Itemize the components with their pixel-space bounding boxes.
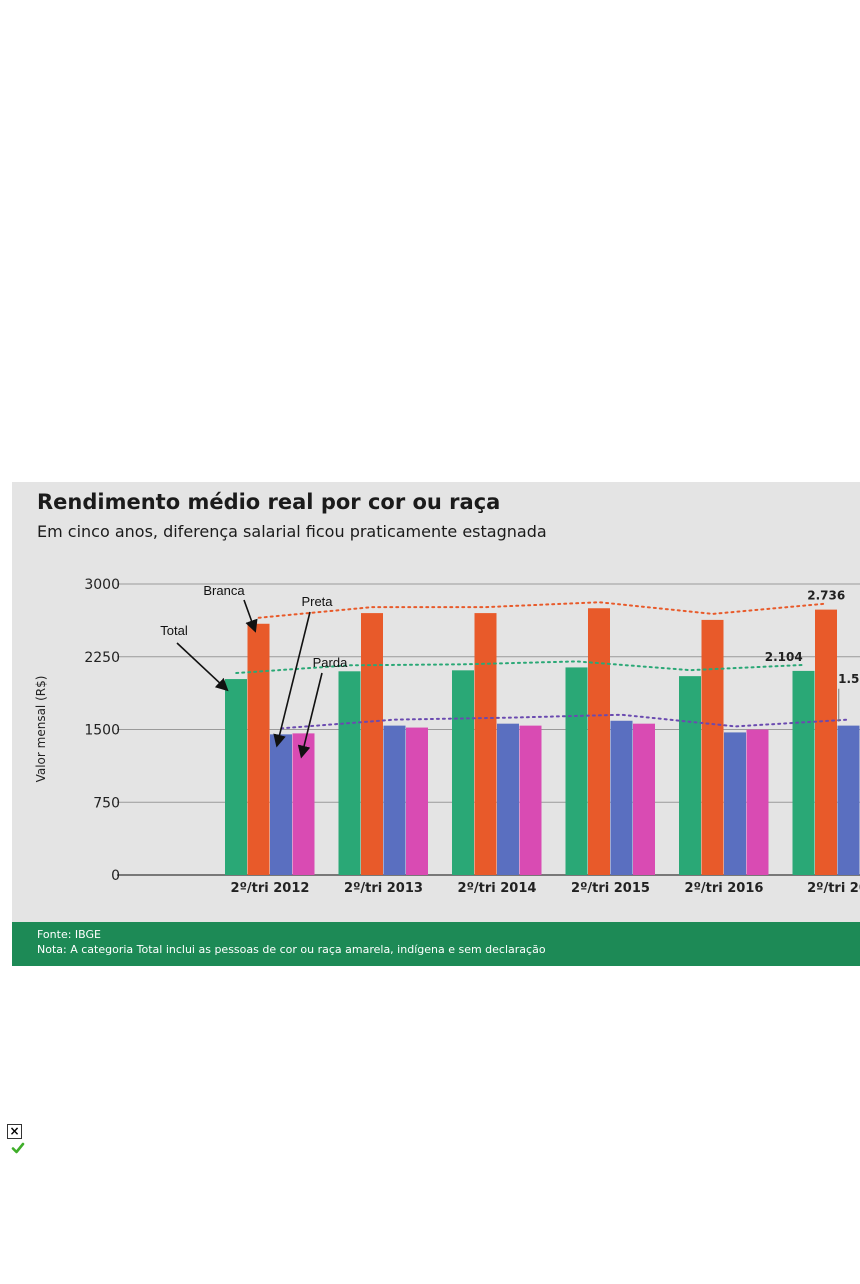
trend-lines (235, 601, 850, 730)
annotation-preta: Preta (301, 594, 333, 609)
bar-branca-0 (247, 623, 270, 875)
bar-parda-4 (746, 729, 769, 875)
labels: 2º/tri 2012 2º/tri 2013 2º/tri 2014 2º/tri … (231, 589, 860, 896)
bar-total-4 (679, 676, 701, 875)
chart-subtitle: Em cinco anos, diferença salarial ficou … (37, 522, 547, 541)
y-tick-label: 1500 (84, 723, 120, 739)
bar-parda-0 (292, 733, 315, 875)
y-axis-label: Valor mensal (R$) (34, 676, 48, 783)
bar-total-5 (792, 670, 815, 875)
annotation-parda: Parda (313, 655, 348, 670)
chart-panel: Rendimento médio real por cor ou raça Em… (12, 482, 860, 966)
trend-line-preta (280, 713, 850, 730)
bar-preta-5 (837, 725, 860, 875)
bar-branca-3 (588, 608, 610, 875)
annotation-arrow (297, 672, 323, 759)
bar-branca-2 (474, 613, 497, 875)
x-tick-label: 2º/tri 2012 (231, 881, 310, 896)
x-tick-label: 2º/tri 20 (807, 881, 860, 896)
data-label: 2.104 (765, 650, 803, 664)
bar-total-1 (338, 671, 361, 875)
bar-total-0 (225, 679, 247, 875)
data-label: 1.5 (838, 672, 859, 686)
bar-branca-5 (815, 609, 837, 875)
trend-line-branca (257, 601, 828, 619)
annotation-arrow (176, 642, 229, 692)
footer-note: Nota: A categoria Total inclui as pessoa… (37, 943, 546, 956)
annotations: Branca Preta Total Parda (160, 583, 348, 759)
annotation-branca: Branca (203, 583, 245, 598)
check-icon (11, 1142, 25, 1154)
x-tick-label: 2º/tri 2014 (458, 881, 537, 896)
bar-preta-0 (270, 734, 292, 875)
broken-image-icon: × (7, 1124, 22, 1139)
annotation-arrow (273, 611, 311, 748)
bar-branca-1 (361, 613, 383, 875)
y-tick-label: 2250 (84, 650, 120, 666)
x-tick-label: 2º/tri 2015 (571, 881, 650, 896)
bar-total-3 (565, 667, 588, 875)
bar-total-2 (452, 670, 474, 875)
y-tick-label: 3000 (84, 577, 120, 593)
bar-preta-1 (383, 725, 406, 875)
bar-preta-2 (497, 723, 519, 875)
annotation-arrow (243, 599, 258, 633)
bar-preta-3 (610, 720, 633, 875)
chart-title: Rendimento médio real por cor ou raça (37, 490, 501, 514)
bar-parda-2 (519, 725, 542, 875)
x-tick-label: 2º/tri 2016 (685, 881, 764, 896)
annotation-total: Total (160, 623, 188, 638)
data-label: 2.736 (807, 589, 845, 603)
bar-preta-4 (724, 732, 746, 875)
bar-chart: 0 750 1500 2250 3000 Valor mensal (R$) 2º/tri… (34, 577, 860, 896)
y-tick-label: 750 (93, 795, 120, 811)
footer-source: Fonte: IBGE (37, 928, 101, 941)
x-tick-label: 2º/tri 2013 (344, 881, 423, 896)
bar-parda-3 (633, 723, 655, 875)
bar-parda-1 (406, 727, 428, 875)
trend-line-total (235, 660, 805, 675)
footer-band: Fonte: IBGE Nota: A categoria Total incl… (12, 922, 860, 966)
bar-branca-4 (701, 619, 724, 875)
y-tick-label: 0 (111, 868, 120, 884)
bars (225, 608, 860, 875)
